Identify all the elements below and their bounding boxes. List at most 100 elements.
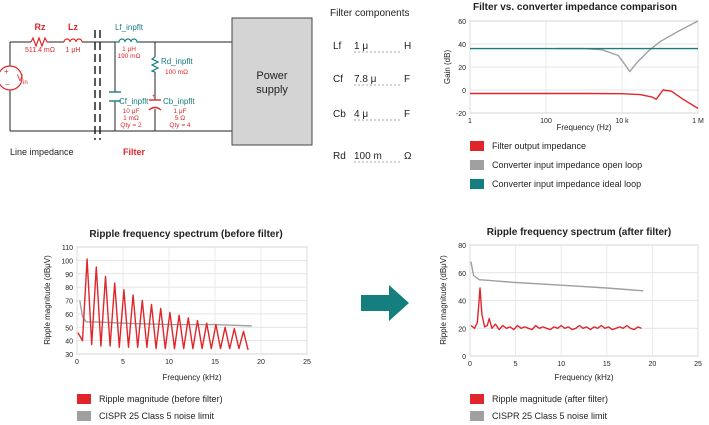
cb-value-1: 1 μF (173, 108, 186, 115)
series-group (470, 261, 644, 331)
x-tick-label: 100 (540, 118, 552, 125)
series-line (470, 287, 642, 331)
chart-title: Ripple frequency spectrum (before filter… (89, 229, 282, 240)
legend-item: CISPR 25 Class 5 noise limit (470, 411, 607, 421)
x-tick-label: 1 M (692, 118, 704, 125)
x-tick-label: 15 (603, 361, 611, 368)
legend-item: Filter output impedance (470, 141, 586, 151)
legend-swatch (470, 179, 484, 189)
series-line (470, 261, 644, 292)
x-axis-label: Frequency (kHz) (554, 373, 613, 382)
lz-inductor-icon (63, 38, 83, 43)
series-line (470, 89, 699, 109)
fc-row-name: Rd (333, 151, 346, 162)
cb-capacitor-icon (148, 99, 162, 111)
y-tick-label: 90 (65, 272, 73, 279)
y-tick-label: 20 (458, 326, 466, 333)
series-line (557, 20, 699, 73)
filter-label: Filter (123, 147, 146, 157)
legend-swatch (470, 411, 484, 421)
fc-row-value[interactable]: 4 μ (354, 109, 368, 120)
x-tick-label: 10 (165, 359, 173, 366)
fc-row-unit: Ω (404, 151, 412, 162)
series-line (77, 258, 249, 351)
lz-name: Lz (68, 22, 78, 32)
x-tick-label: 10 k (615, 118, 629, 125)
fc-row: Cf 7.8 μ F (333, 74, 410, 86)
x-tick-label: 0 (468, 361, 472, 368)
chart-title: Ripple frequency spectrum (after filter) (487, 227, 671, 238)
y-tick-label: 30 (65, 352, 73, 359)
rd-value: 100 mΩ (165, 69, 188, 76)
x-tick-label: 0 (75, 359, 79, 366)
fc-row: Lf 1 μ H (333, 41, 411, 53)
y-tick-label: 40 (458, 299, 466, 306)
legend-label: CISPR 25 Class 5 noise limit (492, 411, 608, 421)
source-minus: − (5, 80, 10, 89)
y-tick-label: 20 (458, 65, 466, 72)
legend-item: Converter input impedance ideal loop (470, 179, 641, 189)
circuit-schematic (9, 41, 232, 132)
y-tick-label: 0 (462, 354, 466, 361)
lz-value: 1 μH (66, 47, 81, 54)
x-tick-label: 1 (468, 118, 472, 125)
legend-item: Converter input impedance open loop (470, 160, 642, 170)
rz-value: 511.4 mΩ (25, 47, 55, 54)
chart-title: Filter vs. converter impedance compariso… (473, 2, 677, 13)
cb-name: Cb_inpflt (163, 97, 195, 106)
y-tick-label: 40 (65, 339, 73, 346)
y-tick-label: 50 (65, 325, 73, 332)
cf-capacitor-icon (109, 91, 121, 102)
y-tick-label: 110 (62, 245, 73, 252)
voltage-source-icon (0, 65, 23, 91)
y-tick-label: -20 (456, 111, 466, 118)
y-axis-label: Ripple magnitude (dBμV) (43, 255, 52, 345)
grid (469, 20, 699, 114)
series-line (79, 300, 252, 327)
fc-row: Rd 100 m Ω (333, 151, 412, 163)
y-axis-label: Gain (dB) (443, 50, 452, 85)
series-group (470, 20, 699, 109)
grid (469, 244, 699, 357)
rz-resistor-icon (30, 36, 49, 48)
legend-item: Ripple magnitude (before filter) (77, 394, 223, 404)
legend-label: Ripple magnitude (before filter) (99, 394, 223, 404)
y-tick-label: 60 (458, 271, 466, 278)
y-tick-label: 0 (462, 88, 466, 95)
legend-label: Ripple magnitude (after filter) (492, 394, 609, 404)
y-tick-label: 60 (65, 312, 73, 319)
cf-name: Cf_inpflt (119, 97, 149, 106)
fc-row-value[interactable]: 1 μ (354, 41, 368, 52)
legend-item: Ripple magnitude (after filter) (470, 394, 608, 404)
x-tick-label: 5 (514, 361, 518, 368)
power-supply-label-1: Power (256, 70, 288, 82)
filter-components-table: Filter components Lf 1 μ H Cf 7.8 μ F Cb… (330, 8, 412, 163)
y-tick-label: 100 (61, 258, 73, 265)
ripple-before-chart: Ripple frequency spectrum (before filter… (43, 229, 311, 382)
fc-row-value[interactable]: 7.8 μ (354, 74, 377, 85)
grid (76, 246, 308, 355)
x-tick-label: 5 (121, 359, 125, 366)
legend-label: CISPR 25 Class 5 noise limit (99, 411, 215, 421)
fc-row-value[interactable]: 100 m (354, 151, 382, 162)
cb-value-3: Qty = 4 (169, 122, 191, 129)
legend-swatch (470, 394, 484, 404)
y-tick-label: 70 (65, 299, 73, 306)
legend-swatch (470, 160, 484, 170)
cf-value-3: Qty = 2 (120, 122, 142, 129)
filter-components-title: Filter components (330, 8, 409, 19)
legend-swatch (77, 411, 91, 421)
rz-name: Rz (35, 22, 46, 32)
legend-item: CISPR 25 Class 5 noise limit (77, 411, 214, 421)
rd-resistor-icon (150, 56, 160, 73)
ticks: -20 0 20 40 60 1 100 10 k 1 M (456, 19, 704, 125)
lf-value-1: 1 μH (122, 46, 136, 53)
impedance-chart: Filter vs. converter impedance compariso… (443, 2, 704, 132)
x-tick-label: 15 (211, 359, 219, 366)
legend-swatch (470, 141, 484, 151)
fc-row-name: Lf (333, 41, 342, 52)
y-tick-label: 80 (65, 285, 73, 292)
y-tick-label: 40 (458, 42, 466, 49)
x-axis-label: Frequency (Hz) (556, 123, 611, 132)
